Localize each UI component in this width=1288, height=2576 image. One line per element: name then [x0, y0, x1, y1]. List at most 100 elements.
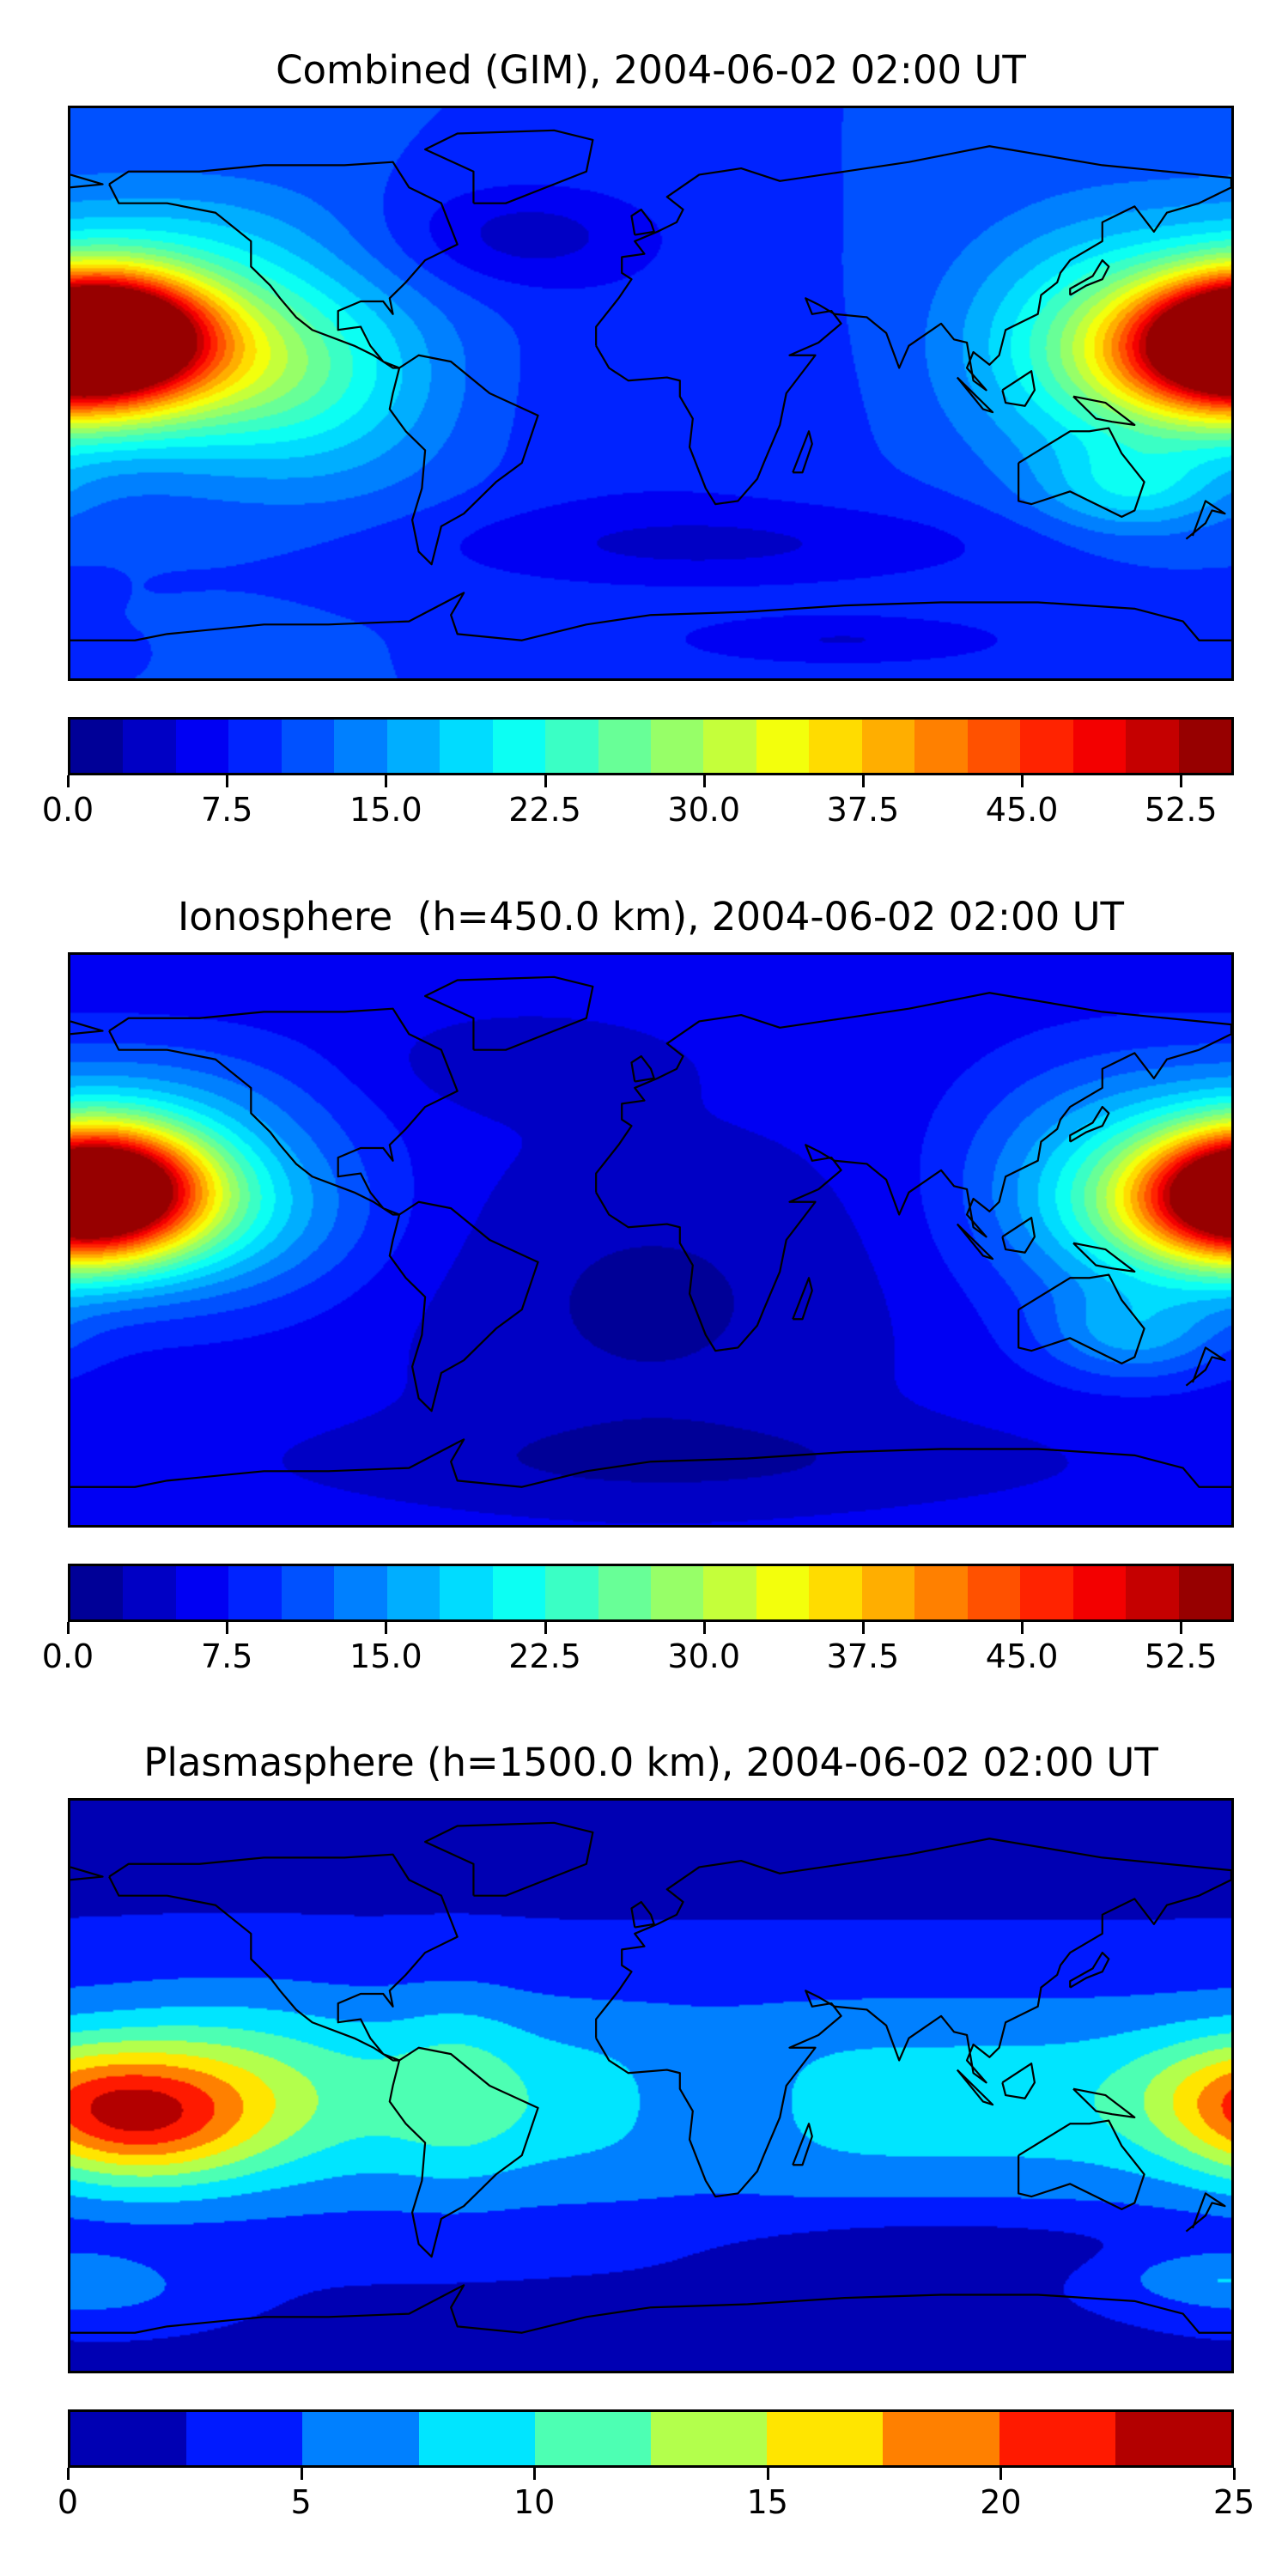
chart-title: Ionosphere (h=450.0 km), 2004-06-02 02:0…	[177, 894, 1125, 939]
colorbar-bin	[1126, 720, 1179, 773]
coastline-greenland	[425, 1823, 592, 1896]
coastline-britain	[631, 210, 653, 235]
coastline-new-zealand	[1186, 1347, 1224, 1385]
coastline-chukotka	[70, 174, 103, 187]
coastlines	[70, 955, 1231, 1525]
coastlines	[70, 1801, 1231, 2371]
colorbar-bin	[545, 720, 598, 773]
colorbar-bin	[175, 720, 229, 773]
panel-combined: Combined (GIM), 2004-06-02 02:00 UT 0.0 7…	[0, 0, 1288, 847]
colorbar-bin	[281, 1566, 335, 1619]
colorbar-ticks: 0.0 7.5 15.0 22.5 30.0 37.5 45.0 52.5	[42, 1622, 1234, 1675]
colorbar-bin	[1178, 1566, 1231, 1619]
colorbar-tick-mark	[544, 1622, 547, 1634]
colorbar-bin	[861, 1566, 915, 1619]
colorbar-tick-label: 37.5	[826, 1637, 900, 1675]
coastline-eurasia-africa	[596, 993, 1231, 1351]
colorbar-tick-label: 10	[513, 2483, 556, 2521]
colorbar-tick-label: 5	[290, 2483, 312, 2521]
colorbar-bin	[650, 1566, 704, 1619]
colorbar-tick-mark	[999, 2468, 1003, 2480]
coastline-antarctica	[70, 1439, 1231, 1486]
map-plot	[68, 952, 1234, 1528]
colorbar-bin	[703, 720, 756, 773]
panel-plasmasphere: Plasmasphere (h=1500.0 km), 2004-06-02 0…	[0, 1692, 1288, 2539]
colorbar-tick-mark	[226, 775, 229, 787]
colorbar-bin	[418, 2412, 535, 2465]
colorbar-tick-label: 20	[980, 2483, 1022, 2521]
colorbar-tick-mark	[702, 1622, 706, 1634]
coastline-sumatra	[957, 1224, 993, 1260]
colorbar-bin	[175, 1566, 229, 1619]
coastline-australia	[1018, 428, 1144, 517]
colorbar-tick-mark	[1180, 1622, 1183, 1634]
colorbar-tick-label: 37.5	[826, 791, 900, 829]
colorbar-tick-mark	[861, 775, 865, 787]
colorbar-tick-mark	[67, 2468, 70, 2480]
contour-field	[70, 108, 1231, 678]
colorbar-tick-label: 15.0	[349, 791, 422, 829]
coastline-south-america	[390, 355, 538, 564]
colorbar-ticks: 0.0 7.5 15.0 22.5 30.0 37.5 45.0 52.5	[42, 775, 1234, 829]
colorbar-bin	[70, 720, 124, 773]
colorbar-tick-label: 45.0	[985, 791, 1059, 829]
colorbar-bin	[809, 720, 862, 773]
colorbar-bin	[1072, 1566, 1127, 1619]
colorbar-bin	[999, 2412, 1115, 2465]
colorbar-tick-label: 52.5	[1144, 1637, 1218, 1675]
coastline-chukotka	[70, 1867, 103, 1880]
colorbar-tick-mark	[385, 1622, 388, 1634]
colorbar-tick-label: 15	[746, 2483, 788, 2521]
coastline-borneo	[1002, 2063, 1035, 2099]
colorbar	[68, 717, 1234, 775]
colorbar-tick-label: 0	[57, 2483, 79, 2521]
coastline-japan	[1070, 1953, 1109, 1988]
colorbar-bin	[440, 1566, 493, 1619]
colorbar-bin	[1072, 720, 1127, 773]
coastline-greenland	[425, 131, 592, 204]
coastline-britain	[631, 1902, 653, 1928]
colorbar-tick-mark	[702, 775, 706, 787]
colorbar-tick-label: 22.5	[508, 1637, 581, 1675]
colorbar-tick-mark	[766, 2468, 769, 2480]
colorbar-bin	[534, 2412, 652, 2465]
colorbar-bin	[492, 720, 546, 773]
colorbar-bin	[386, 1566, 440, 1619]
colorbar	[68, 2409, 1234, 2468]
colorbar-bin	[1115, 2412, 1232, 2465]
map-plot	[68, 106, 1234, 681]
colorbar-bin	[861, 720, 915, 773]
colorbar-bin	[545, 1566, 598, 1619]
coastline-antarctica	[70, 592, 1231, 640]
coastline-australia	[1018, 1275, 1144, 1364]
colorbar-bin	[334, 720, 387, 773]
coastline-new-guinea	[1073, 397, 1134, 425]
colorbar-bin	[386, 720, 440, 773]
colorbar-tick-label: 7.5	[200, 1637, 253, 1675]
colorbar-bin	[967, 720, 1021, 773]
colorbar-tick-label: 30.0	[667, 791, 741, 829]
colorbar-bin	[598, 720, 651, 773]
coastline-new-guinea	[1073, 1243, 1134, 1272]
colorbar-bin	[1020, 1566, 1073, 1619]
chart-title: Combined (GIM), 2004-06-02 02:00 UT	[276, 47, 1026, 93]
coastline-greenland	[425, 977, 592, 1050]
colorbar-tick-mark	[1233, 2468, 1236, 2480]
colorbar-tick-label: 30.0	[667, 1637, 741, 1675]
colorbar-tick-mark	[544, 775, 547, 787]
colorbar-bin	[302, 2412, 419, 2465]
colorbar-ticks: 0 5 10 15 20 25	[58, 2468, 1255, 2521]
colorbar-tick-mark	[300, 2468, 303, 2480]
colorbar-bin	[492, 1566, 546, 1619]
colorbar-bin	[70, 2412, 187, 2465]
contour-field	[70, 955, 1231, 1525]
coastline-japan	[1070, 260, 1109, 295]
contour-field	[70, 1801, 1231, 2371]
coastline-madagascar	[793, 431, 812, 472]
colorbar-tick-mark	[385, 775, 388, 787]
colorbar-bin	[967, 1566, 1021, 1619]
colorbar-bin	[228, 1566, 282, 1619]
coastline-chukotka	[70, 1021, 103, 1034]
colorbar-bin	[1020, 720, 1073, 773]
colorbar-tick-label: 52.5	[1144, 791, 1218, 829]
